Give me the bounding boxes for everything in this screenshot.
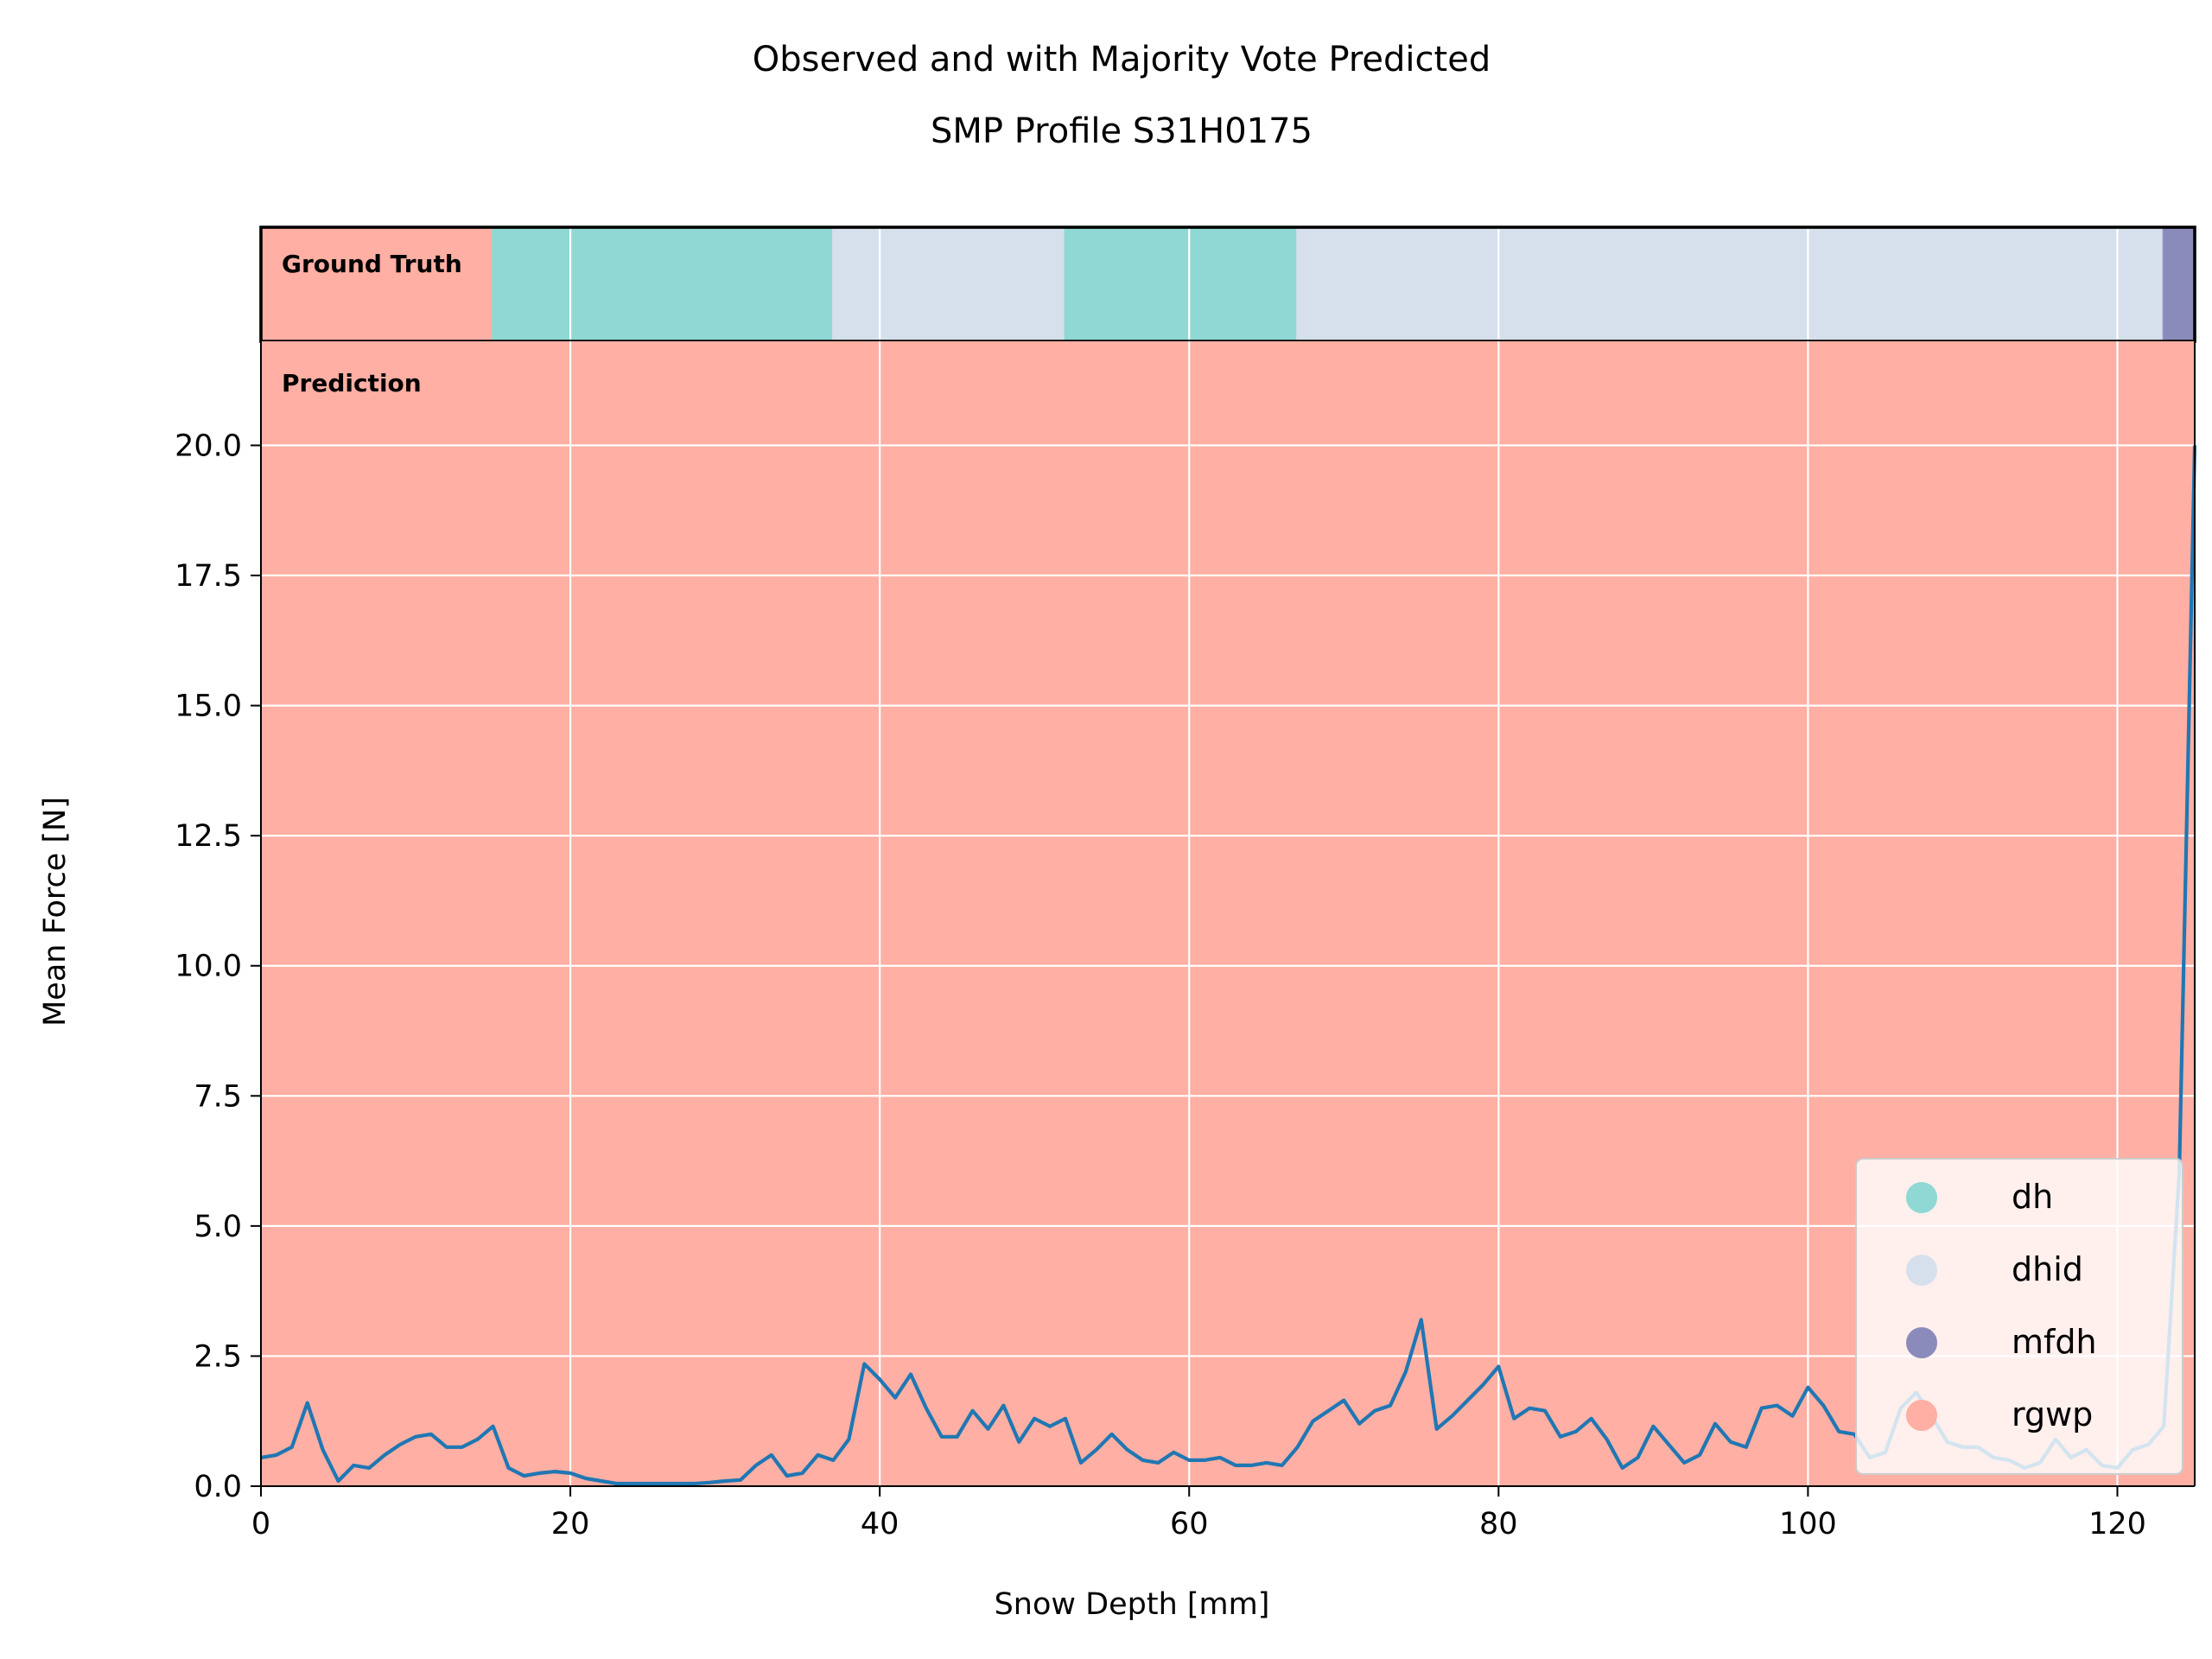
y-tick-label: 20.0 bbox=[175, 429, 242, 463]
legend-marker-rgwp bbox=[1906, 1400, 1937, 1431]
y-tick-label: 15.0 bbox=[175, 690, 242, 724]
chart-title: Observed and with Majority Vote Predicte… bbox=[753, 40, 1491, 79]
legend-label-rgwp: rgwp bbox=[2012, 1395, 2093, 1433]
y-tick-label: 0.0 bbox=[194, 1470, 242, 1504]
x-tick-label: 120 bbox=[2088, 1507, 2146, 1541]
x-tick-label: 100 bbox=[1779, 1507, 1837, 1541]
legend: dh dhid mfdh rgwp bbox=[1855, 1158, 2183, 1475]
y-tick-label: 12.5 bbox=[175, 819, 242, 854]
x-tick-label: 0 bbox=[251, 1507, 270, 1541]
legend-label-dhid: dhid bbox=[2012, 1250, 2083, 1288]
y-tick-label: 7.5 bbox=[194, 1079, 242, 1114]
y-tick-label: 5.0 bbox=[194, 1210, 242, 1244]
y-tick-label: 17.5 bbox=[175, 559, 242, 594]
ground-truth-band-mfdh bbox=[2164, 227, 2195, 341]
y-axis-label: Mean Force [N] bbox=[38, 797, 73, 1027]
x-tick-label: 80 bbox=[1479, 1507, 1518, 1541]
ground-truth-label: Ground Truth bbox=[282, 250, 462, 278]
plot-area: Prediction dh dhid mfdh rgwp bbox=[260, 341, 2197, 1487]
prediction-label: Prediction bbox=[282, 369, 422, 397]
legend-label-dh: dh bbox=[2012, 1178, 2053, 1216]
ground-truth-band-dh bbox=[1065, 227, 1298, 341]
legend-marker-dh bbox=[1906, 1182, 1937, 1213]
x-tick-label: 20 bbox=[551, 1507, 590, 1541]
ground-truth-band-rgwp bbox=[261, 227, 493, 341]
x-axis: 0 20 40 60 80 100 120 bbox=[251, 1486, 2146, 1541]
ground-truth-band-dhid bbox=[833, 227, 1066, 341]
legend-label-mfdh: mfdh bbox=[2012, 1323, 2097, 1361]
ground-truth-band-dh bbox=[493, 227, 834, 341]
y-tick-label: 10.0 bbox=[175, 950, 242, 984]
x-axis-label: Snow Depth [mm] bbox=[995, 1587, 1270, 1622]
ground-truth-band-dhid bbox=[1297, 227, 2164, 341]
y-tick-label: 2.5 bbox=[194, 1339, 242, 1374]
legend-marker-mfdh bbox=[1906, 1327, 1937, 1358]
chart-subtitle: SMP Profile S31H0175 bbox=[931, 111, 1313, 151]
x-tick-label: 40 bbox=[861, 1507, 899, 1541]
legend-box bbox=[1855, 1158, 2183, 1475]
y-axis: 0.0 2.5 5.0 7.5 10.0 12.5 15.0 17.5 20.0 bbox=[175, 429, 261, 1504]
x-tick-label: 60 bbox=[1170, 1507, 1209, 1541]
ground-truth-strip: Ground Truth bbox=[259, 226, 2196, 343]
legend-marker-dhid bbox=[1906, 1255, 1937, 1286]
